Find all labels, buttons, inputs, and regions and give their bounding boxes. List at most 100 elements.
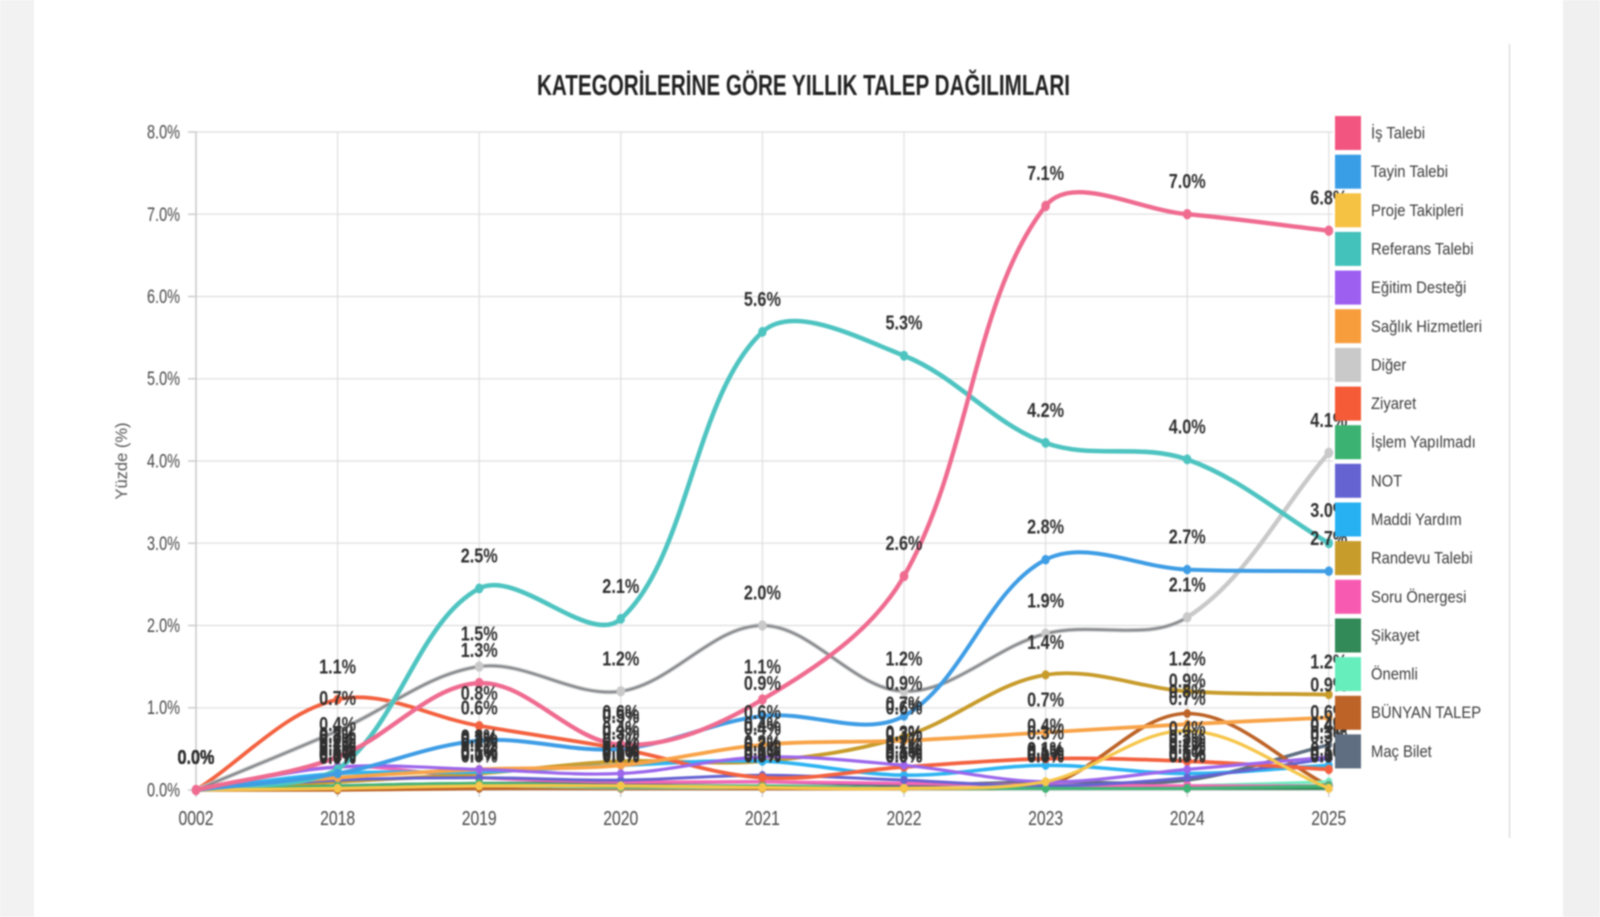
svg-text:Eğitim Desteği: Eğitim Desteği	[1371, 278, 1466, 297]
svg-text:1.2%: 1.2%	[602, 648, 639, 670]
svg-text:0.1%: 0.1%	[1027, 743, 1064, 765]
svg-text:0.7%: 0.7%	[886, 694, 923, 716]
svg-text:0.0%: 0.0%	[178, 747, 215, 769]
svg-text:0.3%: 0.3%	[461, 726, 498, 748]
svg-text:0.1%: 0.1%	[602, 739, 639, 761]
svg-text:0.0%: 0.0%	[1169, 745, 1206, 767]
svg-text:1.2%: 1.2%	[886, 648, 923, 670]
svg-text:0.2%: 0.2%	[319, 731, 356, 753]
svg-text:0.1%: 0.1%	[886, 740, 923, 762]
svg-text:0.2%: 0.2%	[1169, 731, 1206, 753]
svg-text:1.2%: 1.2%	[1169, 648, 1206, 670]
svg-text:2021: 2021	[745, 808, 780, 830]
svg-text:Diğer: Diğer	[1371, 355, 1407, 374]
svg-text:0.3%: 0.3%	[319, 724, 356, 746]
svg-text:0.8%: 0.8%	[1169, 681, 1206, 703]
svg-text:0.3%: 0.3%	[319, 726, 356, 748]
svg-text:0.7%: 0.7%	[1027, 689, 1064, 711]
svg-text:7.0%: 7.0%	[1169, 171, 1206, 193]
svg-text:1.9%: 1.9%	[1027, 591, 1064, 613]
svg-text:KATEGORİLERİNE GÖRE YILLIK TAL: KATEGORİLERİNE GÖRE YILLIK TALEP DAĞILIM…	[537, 68, 1070, 102]
svg-text:0.4%: 0.4%	[744, 718, 781, 740]
svg-text:0.2%: 0.2%	[1169, 735, 1206, 757]
svg-text:0.1%: 0.1%	[319, 739, 356, 761]
svg-text:4.2%: 4.2%	[1027, 400, 1064, 422]
svg-text:0.9%: 0.9%	[1169, 671, 1206, 693]
svg-text:Soru Önergesi: Soru Önergesi	[1371, 587, 1466, 606]
svg-text:Proje Takipleri: Proje Takipleri	[1371, 201, 1464, 220]
svg-text:İş Talebi: İş Talebi	[1371, 124, 1425, 143]
svg-text:0.0%: 0.0%	[1027, 745, 1064, 767]
svg-text:3.0%: 3.0%	[147, 533, 180, 555]
svg-text:4.0%: 4.0%	[147, 451, 180, 473]
svg-text:0.1%: 0.1%	[1027, 739, 1064, 761]
svg-text:5.0%: 5.0%	[147, 368, 180, 390]
svg-text:2018: 2018	[320, 808, 355, 830]
svg-text:7.1%: 7.1%	[1027, 163, 1064, 185]
svg-text:2024: 2024	[1170, 808, 1205, 830]
svg-text:0.0%: 0.0%	[178, 747, 215, 769]
svg-text:0.2%: 0.2%	[461, 729, 498, 751]
svg-text:0.0%: 0.0%	[178, 747, 215, 769]
svg-text:0.0%: 0.0%	[178, 747, 215, 769]
svg-text:0.3%: 0.3%	[886, 722, 923, 744]
svg-text:Sağlık Hizmetleri: Sağlık Hizmetleri	[1371, 317, 1482, 336]
svg-text:0.0%: 0.0%	[1027, 745, 1064, 767]
svg-text:0.5%: 0.5%	[602, 706, 639, 728]
svg-text:0.0%: 0.0%	[744, 745, 781, 767]
svg-text:0.0%: 0.0%	[178, 747, 215, 769]
svg-text:0.1%: 0.1%	[1027, 739, 1064, 761]
svg-text:2020: 2020	[603, 808, 638, 830]
svg-text:Referans Talebi: Referans Talebi	[1371, 239, 1474, 258]
svg-text:6.0%: 6.0%	[147, 286, 180, 308]
svg-text:0.0%: 0.0%	[319, 745, 356, 767]
svg-text:0.2%: 0.2%	[602, 731, 639, 753]
svg-text:0.0%: 0.0%	[744, 744, 781, 766]
svg-text:0.1%: 0.1%	[744, 739, 781, 761]
svg-text:0.0%: 0.0%	[886, 745, 923, 767]
svg-text:0.3%: 0.3%	[1169, 726, 1206, 748]
svg-text:2.7%: 2.7%	[1169, 527, 1206, 549]
svg-text:0.0%: 0.0%	[178, 747, 215, 769]
svg-text:2022: 2022	[887, 808, 922, 830]
svg-text:0.1%: 0.1%	[886, 737, 923, 759]
svg-text:5.3%: 5.3%	[886, 313, 923, 335]
svg-text:1.1%: 1.1%	[744, 657, 781, 679]
svg-text:0.4%: 0.4%	[1027, 716, 1064, 738]
svg-text:2023: 2023	[1028, 808, 1063, 830]
svg-text:0.1%: 0.1%	[461, 743, 498, 765]
svg-text:0.4%: 0.4%	[319, 714, 356, 736]
svg-text:0.3%: 0.3%	[602, 722, 639, 744]
svg-text:0.1%: 0.1%	[744, 743, 781, 765]
svg-text:2025: 2025	[1311, 808, 1346, 830]
svg-text:0.1%: 0.1%	[1169, 743, 1206, 765]
svg-text:Ziyaret: Ziyaret	[1371, 394, 1416, 413]
svg-text:0.0%: 0.0%	[178, 747, 215, 769]
svg-text:0.0%: 0.0%	[602, 744, 639, 766]
svg-text:0.1%: 0.1%	[1027, 739, 1064, 761]
svg-text:BÜNYAN TALEP: BÜNYAN TALEP	[1371, 703, 1481, 722]
svg-text:2.0%: 2.0%	[147, 615, 180, 637]
svg-text:0.4%: 0.4%	[602, 718, 639, 740]
svg-text:1.5%: 1.5%	[461, 624, 498, 646]
svg-text:2019: 2019	[462, 808, 497, 830]
svg-text:Randevu Talebi: Randevu Talebi	[1371, 549, 1473, 568]
svg-text:0.2%: 0.2%	[744, 732, 781, 754]
svg-text:1.0%: 1.0%	[147, 697, 180, 719]
svg-text:0.0%: 0.0%	[147, 780, 180, 802]
svg-text:0.2%: 0.2%	[319, 735, 356, 757]
svg-text:0.0%: 0.0%	[886, 745, 923, 767]
svg-text:0.1%: 0.1%	[1027, 742, 1064, 764]
svg-text:0.0%: 0.0%	[178, 747, 215, 769]
svg-text:0.6%: 0.6%	[461, 698, 498, 720]
svg-text:0.0%: 0.0%	[178, 747, 215, 769]
svg-text:0.2%: 0.2%	[461, 735, 498, 757]
svg-text:0.0%: 0.0%	[886, 745, 923, 767]
svg-text:İşlem Yapılmadı: İşlem Yapılmadı	[1371, 433, 1476, 452]
svg-text:0.0%: 0.0%	[178, 747, 215, 769]
svg-text:0.1%: 0.1%	[319, 743, 356, 765]
svg-text:Maç Bilet: Maç Bilet	[1371, 742, 1432, 761]
svg-text:0.4%: 0.4%	[1169, 718, 1206, 740]
svg-text:0.8%: 0.8%	[461, 683, 498, 705]
svg-text:0.0%: 0.0%	[319, 744, 356, 766]
